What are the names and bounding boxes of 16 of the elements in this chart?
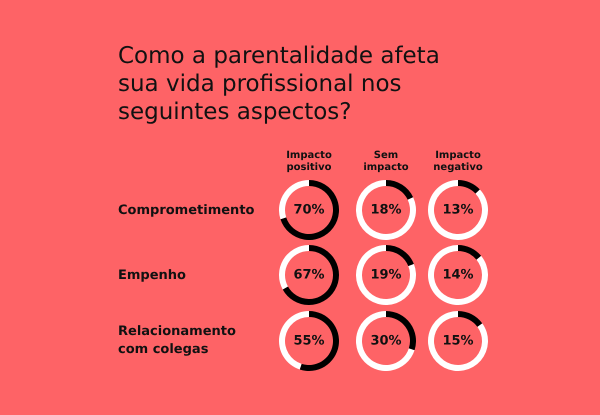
data-label: 19% [370, 267, 402, 282]
data-label: 67% [293, 267, 325, 282]
data-label: 18% [370, 202, 402, 218]
text: Impacto positivo [285, 150, 333, 174]
data-label: 14% [442, 267, 474, 282]
text: Impacto negativo [432, 150, 484, 174]
text: Comprometimento [118, 202, 254, 220]
text: Como a parentalidade afeta sua vida profissional nos seguintes aspectos? [118, 42, 441, 126]
data-label: 70% [293, 202, 325, 218]
data-label: 30% [370, 333, 402, 348]
data-label: 15% [442, 333, 474, 348]
text: Relacionamento com colegas [118, 323, 237, 359]
text: Sem impacto [362, 150, 410, 174]
data-label: 55% [293, 333, 325, 348]
data-label: 13% [442, 202, 474, 218]
text: Empenho [118, 267, 187, 285]
